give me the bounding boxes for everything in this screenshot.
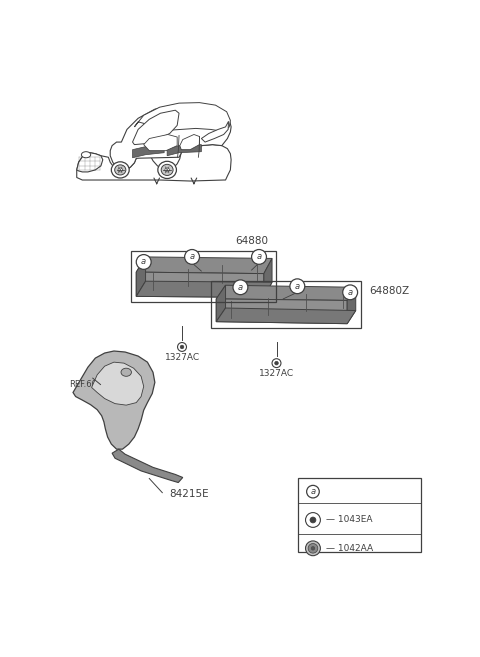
Ellipse shape xyxy=(308,543,318,553)
Ellipse shape xyxy=(158,162,177,179)
Text: a: a xyxy=(141,258,146,267)
FancyBboxPatch shape xyxy=(298,478,421,552)
Ellipse shape xyxy=(82,152,91,158)
Text: 84215E: 84215E xyxy=(170,489,209,499)
Ellipse shape xyxy=(161,164,173,175)
Polygon shape xyxy=(136,257,145,296)
Text: 1327AC: 1327AC xyxy=(259,369,294,378)
Text: 64880Z: 64880Z xyxy=(369,286,409,296)
Ellipse shape xyxy=(136,254,151,269)
Polygon shape xyxy=(216,299,347,324)
Ellipse shape xyxy=(290,279,305,294)
Polygon shape xyxy=(110,104,231,170)
Polygon shape xyxy=(77,152,103,172)
Polygon shape xyxy=(180,135,200,150)
Polygon shape xyxy=(216,285,356,300)
Ellipse shape xyxy=(180,345,184,349)
Ellipse shape xyxy=(233,280,248,294)
Ellipse shape xyxy=(252,250,266,264)
Text: — 1043EA: — 1043EA xyxy=(326,516,372,524)
Polygon shape xyxy=(132,145,164,158)
Ellipse shape xyxy=(306,512,321,528)
Polygon shape xyxy=(216,308,356,324)
Ellipse shape xyxy=(121,368,132,376)
Polygon shape xyxy=(202,122,228,142)
Ellipse shape xyxy=(307,486,319,498)
Text: a: a xyxy=(348,288,353,297)
Polygon shape xyxy=(112,449,183,482)
Text: — 1042AA: — 1042AA xyxy=(326,544,373,553)
Ellipse shape xyxy=(275,361,278,365)
Ellipse shape xyxy=(165,168,169,172)
Polygon shape xyxy=(77,145,231,181)
Text: a: a xyxy=(311,487,315,496)
Text: a: a xyxy=(295,282,300,291)
Polygon shape xyxy=(167,145,202,156)
Polygon shape xyxy=(136,281,272,298)
Text: 64880: 64880 xyxy=(235,236,268,246)
Polygon shape xyxy=(73,351,155,449)
Polygon shape xyxy=(216,285,226,322)
Ellipse shape xyxy=(178,342,186,351)
Ellipse shape xyxy=(118,168,122,172)
Ellipse shape xyxy=(311,547,315,550)
Text: a: a xyxy=(190,252,194,261)
Polygon shape xyxy=(144,135,177,150)
Polygon shape xyxy=(136,272,264,298)
Ellipse shape xyxy=(272,359,281,367)
Text: a: a xyxy=(256,252,262,261)
Text: REF.60-624: REF.60-624 xyxy=(69,380,116,390)
Polygon shape xyxy=(132,110,179,145)
Ellipse shape xyxy=(185,250,200,264)
Polygon shape xyxy=(347,287,356,324)
Polygon shape xyxy=(136,257,272,273)
Ellipse shape xyxy=(111,162,129,178)
Text: 1327AC: 1327AC xyxy=(165,353,200,362)
Ellipse shape xyxy=(115,165,126,175)
Polygon shape xyxy=(264,258,272,298)
Text: a: a xyxy=(238,283,243,292)
Ellipse shape xyxy=(306,541,321,556)
Polygon shape xyxy=(134,102,230,131)
Polygon shape xyxy=(92,362,144,405)
Ellipse shape xyxy=(310,517,316,523)
Ellipse shape xyxy=(343,285,358,300)
